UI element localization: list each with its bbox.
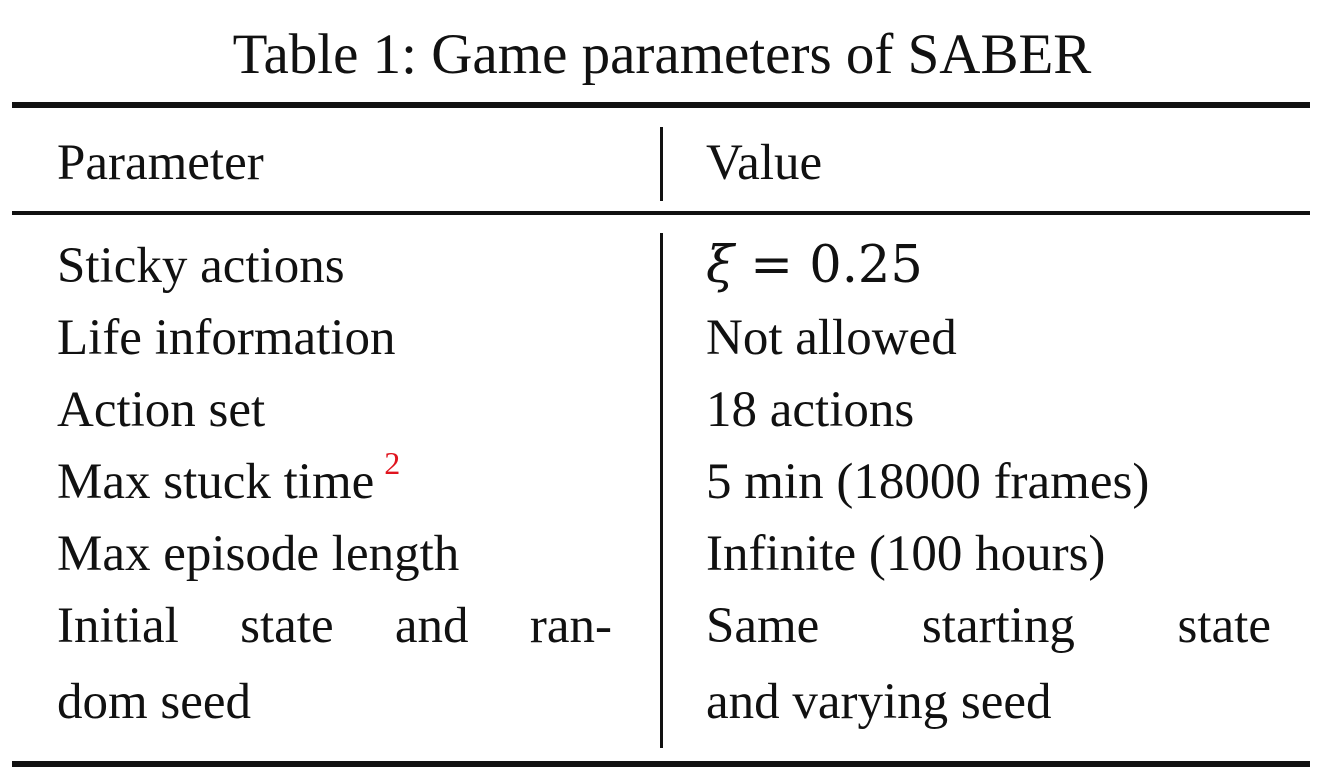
top-rule: [12, 102, 1310, 108]
row-1-value: ξ = 0.25: [706, 231, 923, 301]
row-6-value-word: state: [1177, 598, 1271, 654]
row-5-value: Infinite (100 hours): [706, 526, 1106, 582]
header-parameter: Parameter: [57, 135, 264, 191]
row-6-parameter-word: state: [240, 598, 334, 654]
row-3-value: 18 actions: [706, 382, 915, 438]
header-column-divider: [660, 127, 663, 201]
body-column-divider: [660, 233, 663, 748]
row-4-parameter-cell: Max stuck time 2: [57, 445, 401, 522]
row-4-value: 5 min (18000 frames): [706, 454, 1150, 510]
row-6-parameter-line-1: Initial state and ran-: [57, 591, 612, 661]
row-2-value: Not allowed: [706, 310, 957, 366]
row-5-parameter: Max episode length: [57, 526, 460, 582]
row-6-value-line-1: Same starting state: [706, 591, 1271, 661]
footnote-marker[interactable]: 2: [384, 445, 401, 481]
row-4-parameter: Max stuck time: [57, 454, 375, 510]
row-6-value-word: Same: [706, 598, 820, 654]
bottom-rule: [12, 761, 1310, 767]
row-6-parameter-word: and: [394, 598, 469, 654]
row-6-value-line-2: and varying seed: [706, 674, 1052, 730]
row-1-value-rest: = 0.25: [734, 236, 923, 295]
header-value: Value: [706, 135, 823, 191]
row-6-parameter-word: Initial: [57, 598, 179, 654]
row-6-value-word: starting: [921, 598, 1075, 654]
row-2-parameter: Life information: [57, 310, 396, 366]
row-1-parameter: Sticky actions: [57, 238, 345, 294]
row-6-parameter-word: ran-: [529, 598, 612, 654]
row-6-parameter-line-2: dom seed: [57, 674, 252, 730]
row-3-parameter: Action set: [57, 382, 266, 438]
xi-symbol: ξ: [706, 236, 735, 295]
header-rule: [12, 211, 1310, 215]
table-caption: Table 1: Game parameters of SABER: [232, 23, 1092, 86]
